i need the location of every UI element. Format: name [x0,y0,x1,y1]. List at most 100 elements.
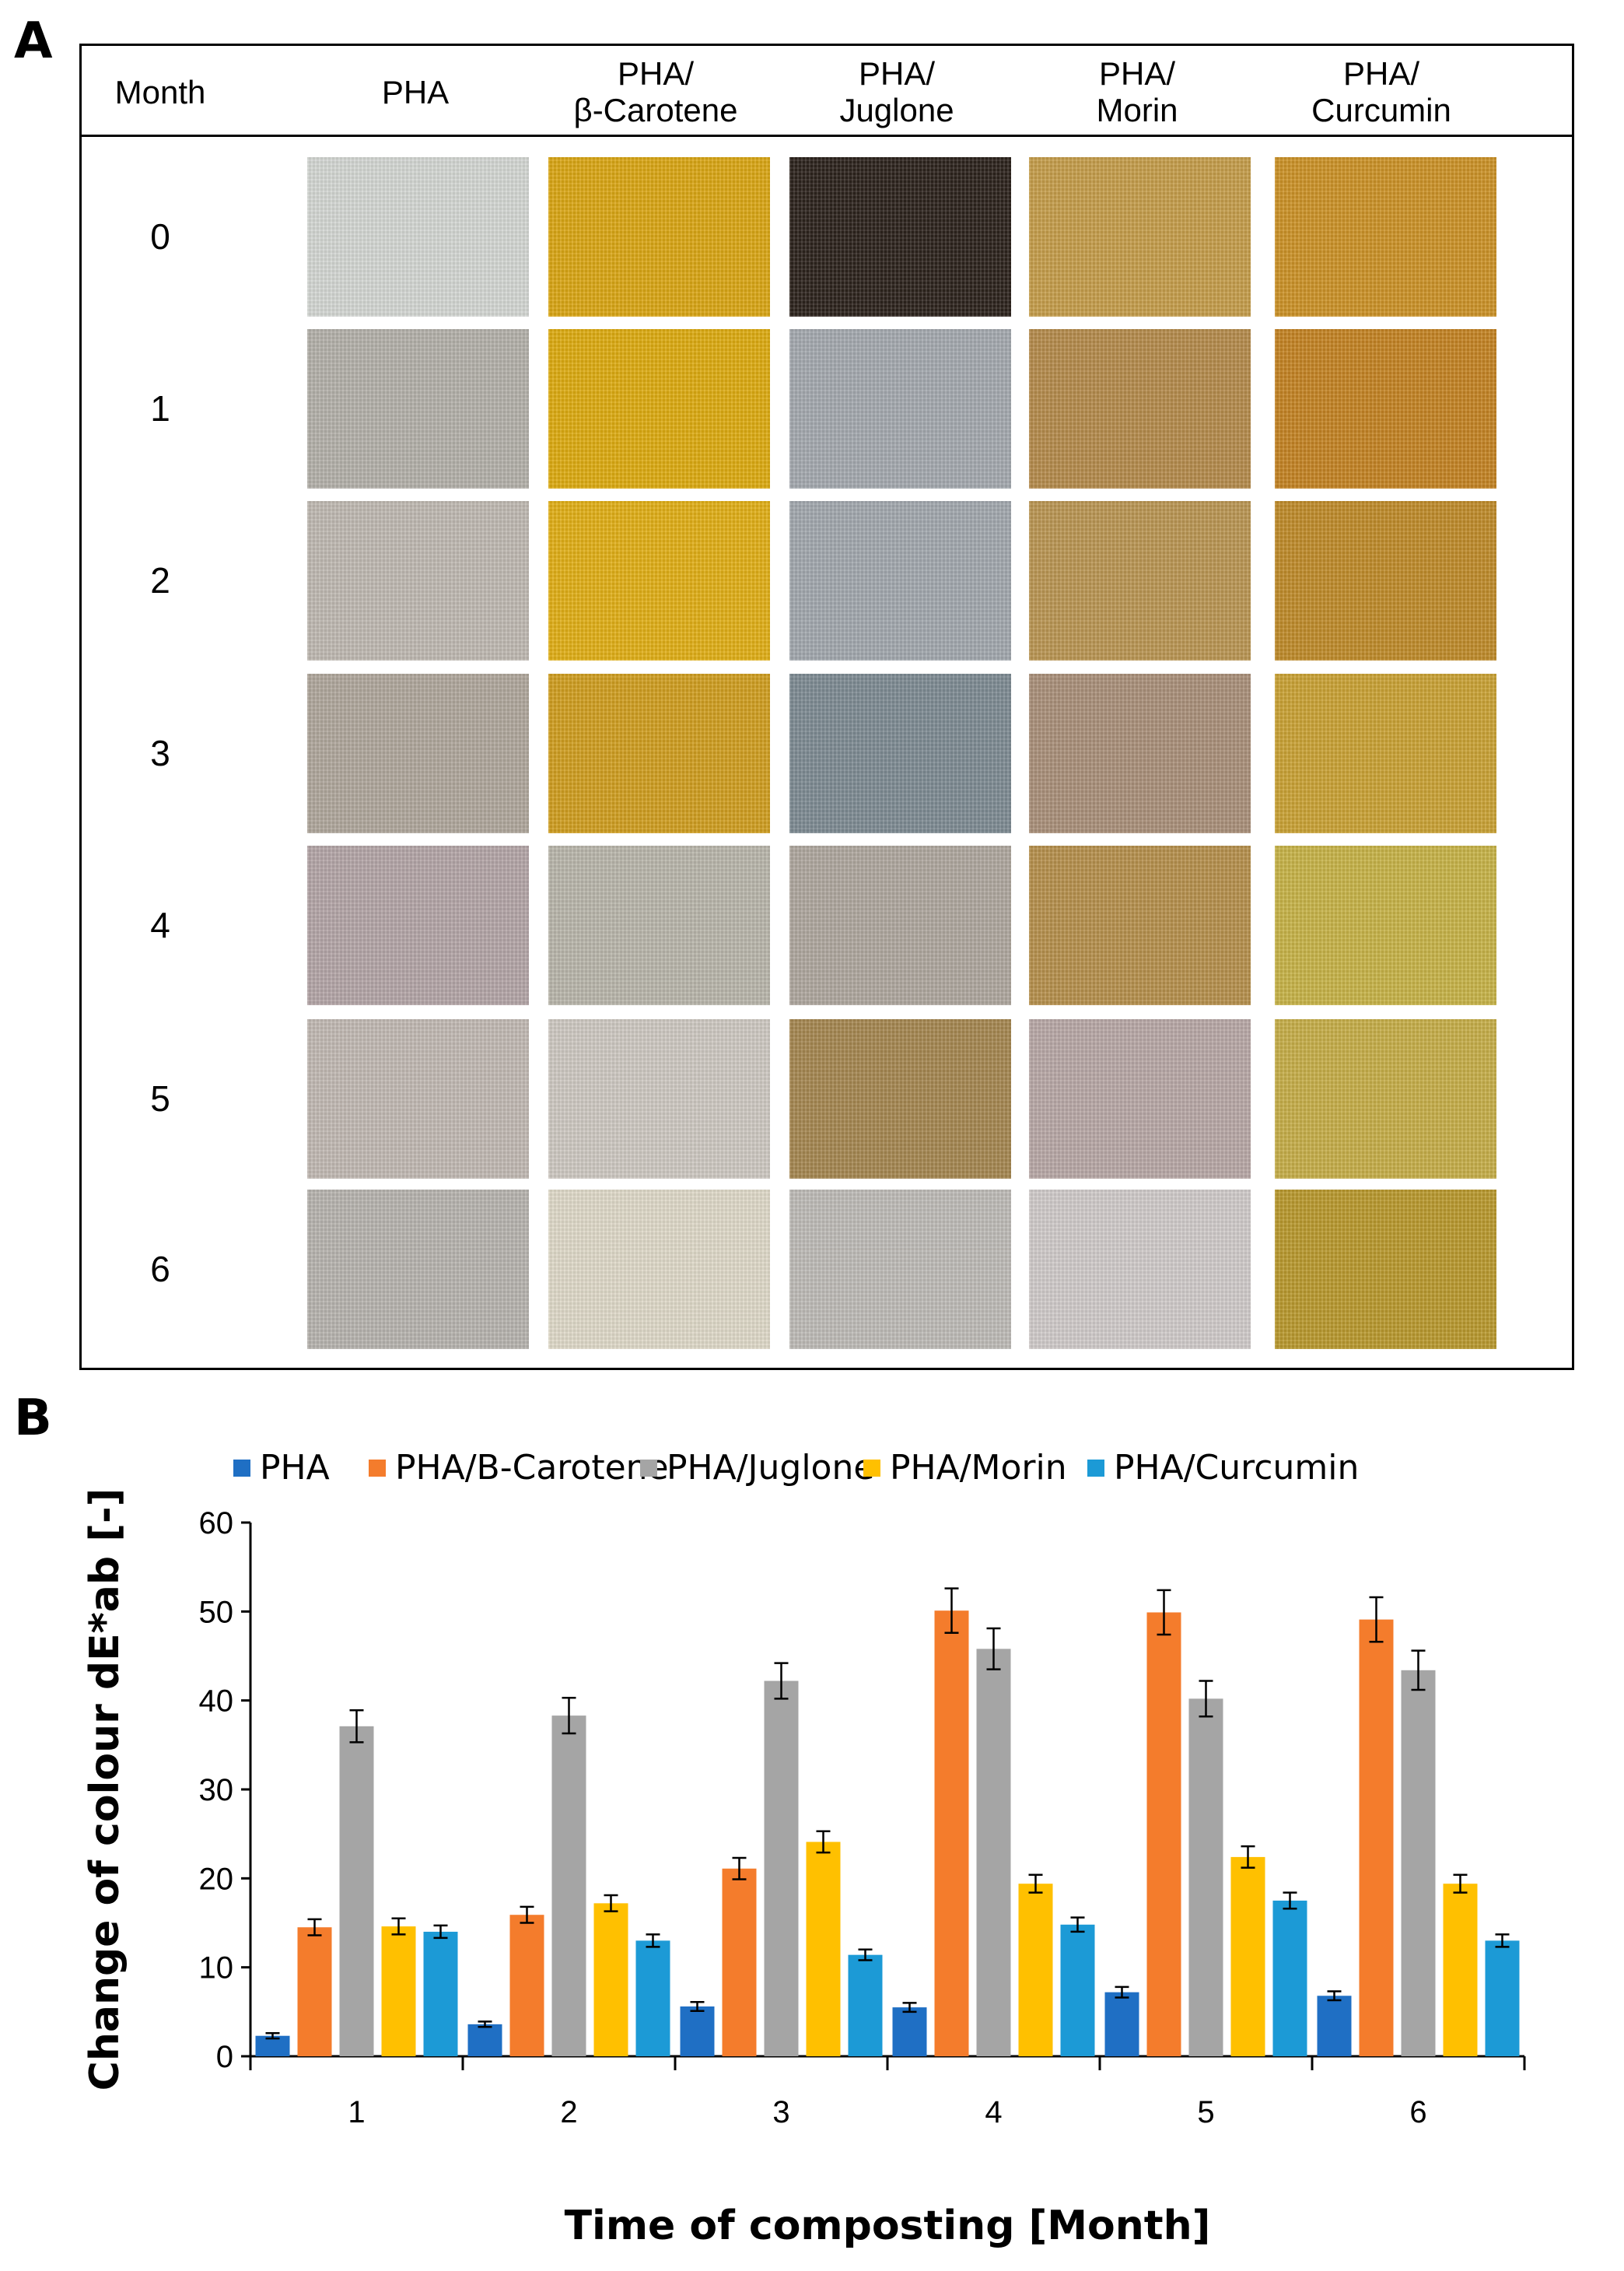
sample-photo [789,157,1011,317]
sample-photo [1275,846,1496,1005]
bar [467,2024,502,2056]
sample-photo [1029,1190,1251,1349]
sample-photo [1029,501,1251,661]
bar [1018,1884,1053,2056]
sample-photo [789,1190,1011,1349]
sample-photo [307,846,529,1005]
x-tick-label: 2 [560,2095,577,2129]
sample-photo [1275,1190,1496,1349]
bar [1401,1670,1436,2056]
sample-photo [548,157,770,317]
bar [509,1915,544,2056]
sample-photo [1275,674,1496,833]
bar [1188,1698,1223,2056]
sample-photo [307,157,529,317]
sample-photo [789,846,1011,1005]
month-label: 2 [150,560,170,601]
bar [848,1954,883,2056]
header-divider [82,135,1572,137]
y-tick-label: 20 [199,1862,234,1896]
bar [1104,1992,1139,2056]
y-tick-label: 50 [199,1595,234,1629]
sample-photo [1029,157,1251,317]
panel-a-letter: A [14,12,53,70]
bar [635,1940,670,2056]
sample-photo [1029,1019,1251,1179]
panel-b-letter: B [14,1390,52,1447]
legend-label: PHA [260,1448,330,1488]
bar [1230,1856,1265,2056]
x-tick-label: 1 [348,2095,365,2129]
month-label: 6 [150,1249,170,1289]
month-label: 0 [150,216,170,257]
bar [892,2007,927,2056]
column-header: PHA/ β-Carotene [573,55,738,128]
sample-photo [548,501,770,661]
column-header: PHA/ Juglone [839,55,954,128]
sample-photo [789,1019,1011,1179]
sample-photo [307,674,529,833]
x-tick-label: 3 [772,2095,789,2129]
bar [1317,1996,1352,2056]
y-tick-label: 60 [199,1506,234,1540]
sample-photo [1029,329,1251,489]
sample-photo [1029,846,1251,1005]
y-tick-label: 30 [199,1773,234,1807]
legend-label: PHA/Morin [890,1448,1067,1488]
legend-label: PHA/Curcumin [1114,1448,1359,1488]
bar [680,2006,715,2056]
bar [1146,1612,1181,2056]
sample-photo [548,846,770,1005]
sample-photo [1275,157,1496,317]
bar [976,1649,1011,2056]
bar [339,1726,374,2056]
sample-photo [548,1019,770,1179]
sample-photo [307,1190,529,1349]
column-header: PHA/ Morin [1096,55,1178,128]
sample-photo [548,674,770,833]
legend-label: PHA/B-Carotene [395,1448,669,1488]
y-tick-label: 0 [216,2040,233,2074]
month-label: 1 [150,388,170,429]
bar [722,1868,757,2056]
column-header-month: Month [114,73,206,110]
column-header: PHA/ Curcumin [1311,55,1451,128]
sample-photo [1275,1019,1496,1179]
legend-label: PHA/Juglone [667,1448,874,1488]
sample-photo [789,501,1011,661]
month-label: 3 [150,733,170,773]
legend-swatch [1087,1460,1104,1477]
x-tick-label: 5 [1197,2095,1214,2129]
bar [593,1903,628,2056]
bar [551,1716,586,2056]
sample-photo [307,501,529,661]
y-tick-label: 10 [199,1951,234,1985]
sample-photo [789,674,1011,833]
x-tick-label: 4 [985,2095,1002,2129]
bar [1359,1619,1394,2056]
sample-photo [307,329,529,489]
bar [1060,1924,1095,2056]
sample-photo [789,329,1011,489]
bar [423,1931,458,2056]
bar [381,1926,416,2056]
legend-swatch [233,1460,250,1477]
x-tick-label: 6 [1409,2095,1426,2129]
sample-photo [1275,501,1496,661]
sample-photo [1275,329,1496,489]
sample-photo [548,1190,770,1349]
sample-photo [1029,674,1251,833]
bar [1272,1900,1307,2056]
bar [806,1842,841,2056]
sample-photo [548,329,770,489]
legend-swatch [863,1460,880,1477]
month-label: 5 [150,1078,170,1119]
bar [764,1680,799,2056]
sample-photo [307,1019,529,1179]
y-axis-title: Change of colour dE*ab [-] [82,1488,128,2091]
column-header: PHA [381,73,450,110]
bar [1443,1884,1478,2056]
photo-grid: Month PHA PHA/ β-Carotene PHA/ Juglone PHA/ … [79,44,1574,1370]
bar [1485,1940,1520,2056]
